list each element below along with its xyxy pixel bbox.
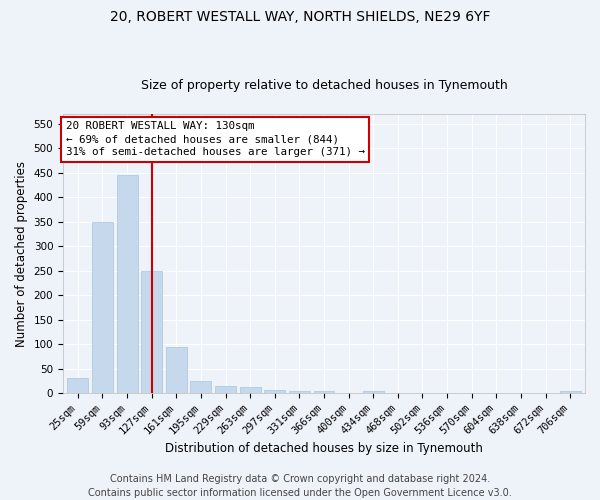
Text: 20 ROBERT WESTALL WAY: 130sqm
← 69% of detached houses are smaller (844)
31% of : 20 ROBERT WESTALL WAY: 130sqm ← 69% of d… [65,121,365,158]
Title: Size of property relative to detached houses in Tynemouth: Size of property relative to detached ho… [140,79,508,92]
X-axis label: Distribution of detached houses by size in Tynemouth: Distribution of detached houses by size … [165,442,483,455]
Bar [141,270,162,393]
Bar [239,388,260,393]
Bar [166,346,187,393]
Bar [190,381,211,393]
Bar [67,378,88,393]
Bar [265,390,285,393]
Text: Contains HM Land Registry data © Crown copyright and database right 2024.
Contai: Contains HM Land Registry data © Crown c… [88,474,512,498]
Bar [289,390,310,393]
Bar [215,386,236,393]
Text: 20, ROBERT WESTALL WAY, NORTH SHIELDS, NE29 6YF: 20, ROBERT WESTALL WAY, NORTH SHIELDS, N… [110,10,490,24]
Y-axis label: Number of detached properties: Number of detached properties [15,160,28,346]
Bar [560,391,581,393]
Bar [314,391,334,393]
Bar [92,222,113,393]
Bar [116,175,137,393]
Bar [363,391,384,393]
